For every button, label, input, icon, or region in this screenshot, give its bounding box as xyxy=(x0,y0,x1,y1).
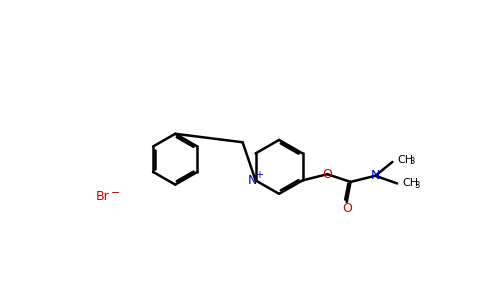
Text: 3: 3 xyxy=(414,181,420,190)
Text: N: N xyxy=(371,169,380,182)
Text: CH: CH xyxy=(403,178,419,188)
Text: −: − xyxy=(111,188,120,198)
Text: Br: Br xyxy=(95,190,109,203)
Text: 3: 3 xyxy=(409,158,415,166)
Text: CH: CH xyxy=(398,154,414,165)
Text: +: + xyxy=(256,170,263,180)
Text: O: O xyxy=(342,202,352,214)
Text: N: N xyxy=(248,174,257,187)
Text: O: O xyxy=(322,168,333,181)
